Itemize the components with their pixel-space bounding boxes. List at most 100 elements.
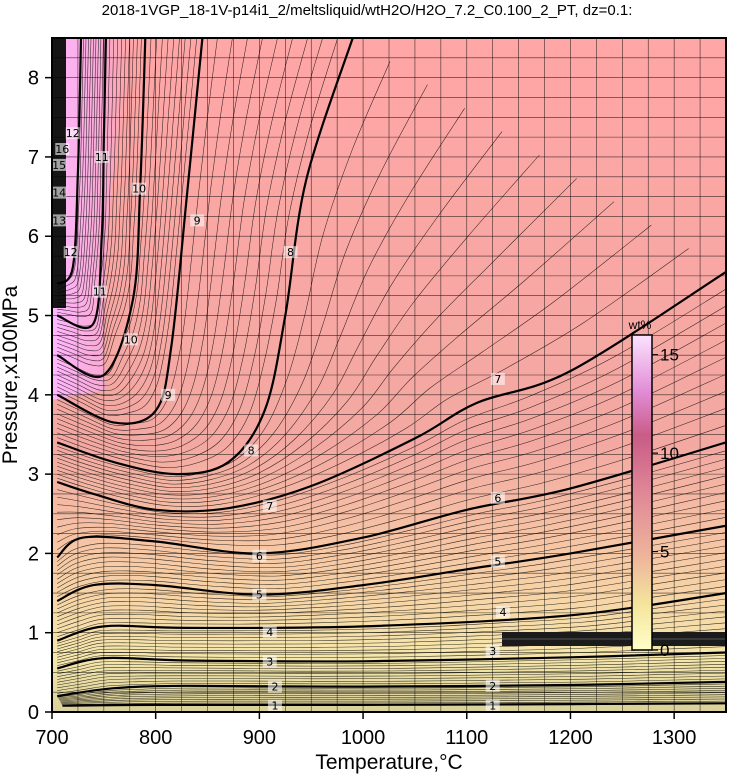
thin-contour bbox=[57, 38, 102, 313]
contour-3 bbox=[56, 651, 726, 670]
thin-contour bbox=[57, 38, 180, 401]
thin-contour bbox=[57, 616, 726, 652]
contour-label: 2 bbox=[489, 680, 496, 693]
thin-contour bbox=[57, 38, 308, 457]
thin-contour bbox=[57, 38, 169, 392]
thin-contour bbox=[57, 586, 726, 637]
contour-2 bbox=[57, 680, 726, 698]
thin-contour bbox=[57, 38, 130, 352]
thin-contour bbox=[57, 38, 197, 416]
thin-contour bbox=[57, 248, 689, 507]
contour-label-bg bbox=[244, 444, 259, 457]
contour-label: 12 bbox=[66, 127, 80, 140]
x-axis-label: Temperature,°C bbox=[315, 751, 462, 774]
x-tick-label: 1100 bbox=[445, 727, 488, 749]
contour-10 bbox=[56, 38, 147, 379]
contour-label-bg bbox=[496, 606, 511, 619]
contour-label-bg bbox=[485, 679, 500, 692]
thin-contour bbox=[57, 38, 122, 342]
contour-label-bg bbox=[252, 588, 267, 601]
thin-contour bbox=[57, 646, 726, 666]
contour-label-bg bbox=[94, 150, 109, 163]
contour-label: 4 bbox=[266, 626, 273, 639]
thin-contour bbox=[57, 154, 540, 492]
thin-contour bbox=[57, 339, 726, 525]
x-tick-label: 1000 bbox=[341, 727, 386, 749]
contour-label: 12 bbox=[64, 246, 78, 259]
contour-label: 1 bbox=[271, 700, 278, 713]
contour-label: 8 bbox=[248, 444, 255, 457]
contour-label: 5 bbox=[256, 589, 263, 602]
thin-contour bbox=[57, 658, 726, 675]
contour-label-bg bbox=[267, 699, 282, 712]
contour-1 bbox=[62, 702, 726, 707]
thin-contour bbox=[57, 38, 186, 406]
x-tick-label: 1200 bbox=[548, 727, 593, 749]
contour-label: 9 bbox=[165, 389, 172, 402]
contour-label-bg bbox=[252, 549, 267, 562]
contour-label-bg bbox=[132, 182, 147, 195]
contour-label: 7 bbox=[266, 500, 273, 513]
thin-contour bbox=[61, 700, 726, 705]
colorbar-tick-label: 0 bbox=[660, 641, 669, 660]
thin-contour bbox=[57, 38, 175, 396]
y-axis-ticks: 0 1 2 3 4 5 6 7 8 bbox=[28, 68, 52, 724]
contour-label: 6 bbox=[256, 550, 263, 563]
dark-corner-strip bbox=[52, 38, 66, 308]
thin-contour bbox=[57, 604, 726, 647]
thin-contour bbox=[57, 408, 726, 543]
thin-contour bbox=[57, 356, 726, 529]
contour-label-bg bbox=[123, 333, 138, 346]
contour-label-bg bbox=[490, 372, 505, 385]
thin-contour bbox=[57, 38, 338, 468]
thin-contour bbox=[57, 38, 94, 300]
thin-contour bbox=[57, 532, 726, 606]
y-tick-label: 0 bbox=[28, 702, 39, 724]
thin-contour bbox=[57, 610, 726, 650]
thin-contour bbox=[57, 131, 503, 489]
thin-contour bbox=[57, 178, 577, 496]
x-axis-ticks: 700 800 900 1000 1100 1200 1300 bbox=[35, 712, 696, 749]
colorbar: wt% 0 5 10 15 bbox=[628, 318, 679, 660]
thin-contour bbox=[57, 38, 97, 304]
y-tick-label: 4 bbox=[28, 385, 39, 407]
contour-label: 16 bbox=[55, 143, 69, 156]
contour-label: 14 bbox=[52, 187, 66, 200]
thin-contour bbox=[57, 538, 726, 610]
thin-contour bbox=[57, 38, 142, 367]
contour-label: 15 bbox=[52, 159, 66, 172]
contour-label: 3 bbox=[489, 645, 496, 658]
thin-contour bbox=[57, 391, 726, 537]
y-tick-label: 5 bbox=[28, 306, 39, 328]
contour-label: 3 bbox=[266, 655, 273, 668]
thin-contour bbox=[57, 38, 192, 411]
thin-contour bbox=[57, 38, 218, 426]
contour-label: 11 bbox=[95, 151, 109, 164]
contour-label-bg bbox=[283, 246, 298, 259]
thin-contour bbox=[57, 672, 726, 689]
contour-label: 7 bbox=[494, 373, 501, 386]
y-tick-label: 1 bbox=[28, 623, 39, 645]
contour-label: 6 bbox=[494, 492, 501, 505]
x-tick-label: 900 bbox=[243, 727, 276, 749]
contour-6 bbox=[56, 441, 726, 559]
thin-contour bbox=[57, 38, 293, 452]
contour-5 bbox=[56, 524, 726, 603]
thin-contour bbox=[57, 38, 89, 294]
thin-contour bbox=[57, 38, 87, 291]
thin-contour bbox=[57, 655, 726, 672]
thin-contour bbox=[57, 38, 323, 463]
thin-contour bbox=[57, 559, 726, 622]
thin-contour bbox=[57, 305, 726, 518]
thin-contour bbox=[57, 38, 111, 327]
contour-12 bbox=[56, 38, 83, 285]
contour-label-bg bbox=[190, 214, 205, 227]
colorbar-unit: wt% bbox=[628, 318, 652, 332]
thin-contour bbox=[57, 675, 726, 691]
contour-label-bg bbox=[52, 186, 67, 199]
contour-label-bg bbox=[490, 555, 505, 568]
thin-contour bbox=[57, 84, 428, 481]
thin-contour bbox=[57, 38, 233, 431]
thin-contour bbox=[57, 322, 726, 522]
